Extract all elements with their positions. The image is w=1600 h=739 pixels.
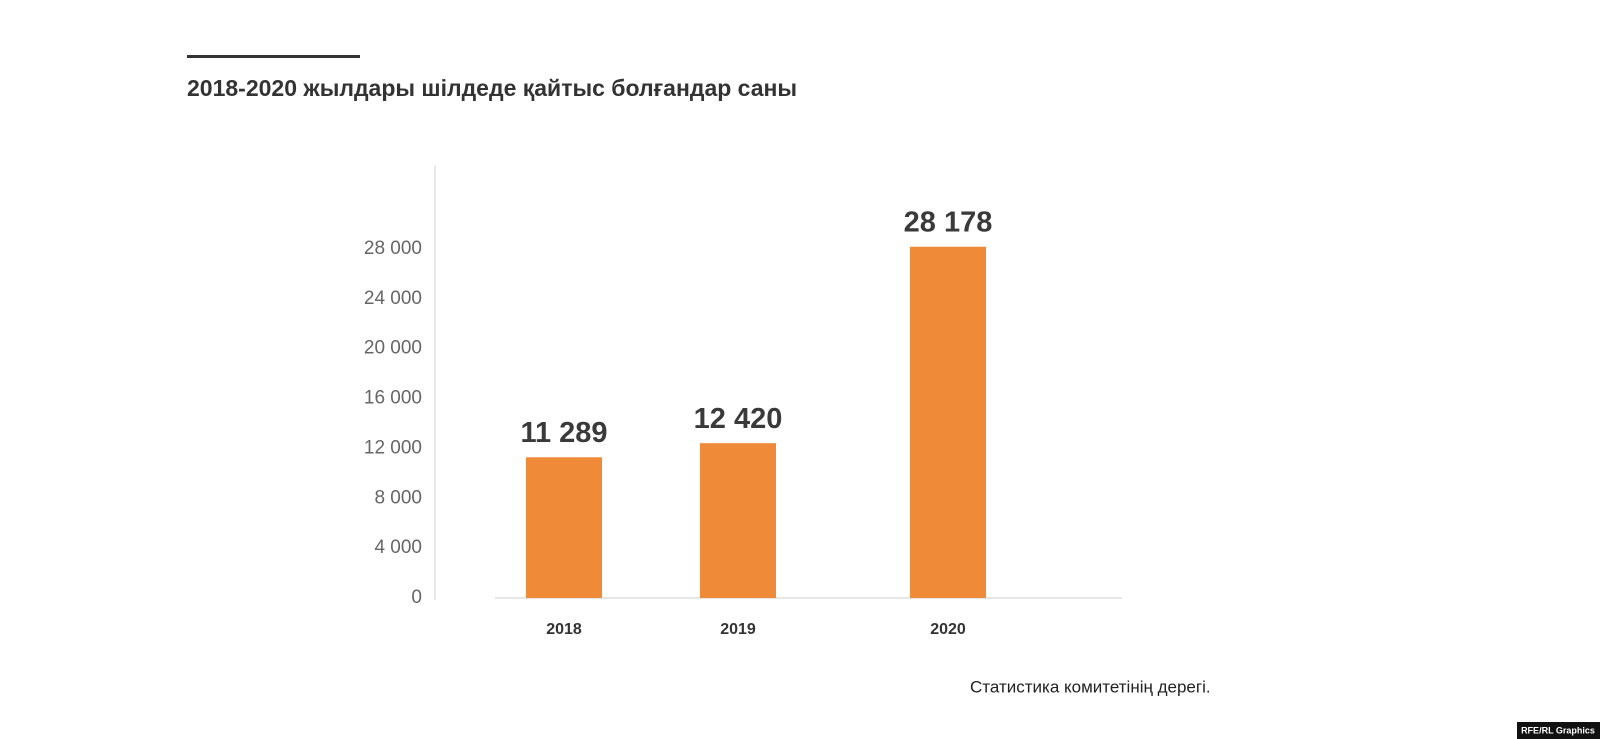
chart-title: 2018-2020 жылдары шілдеде қайтыс болғанд…	[187, 75, 797, 101]
bar	[700, 443, 776, 598]
y-tick-label: 28 000	[364, 238, 422, 259]
y-tick-label: 0	[411, 587, 422, 608]
credit-box	[1517, 722, 1600, 739]
y-tick-label: 16 000	[364, 388, 422, 409]
value-label: 12 420	[694, 403, 783, 435]
y-tick-label: 20 000	[364, 338, 422, 359]
x-tick-label: 2018	[546, 621, 582, 638]
value-label: 11 289	[520, 417, 607, 449]
x-tick-label: 2019	[720, 621, 756, 638]
x-tick-label: 2020	[930, 621, 966, 638]
y-tick-label: 24 000	[364, 288, 422, 309]
y-tick-label: 4 000	[374, 537, 422, 558]
credit: RFE/RL Graphics	[1521, 725, 1595, 735]
value-label: 28 178	[904, 206, 993, 238]
bar	[910, 246, 986, 599]
y-tick-label: 12 000	[364, 437, 422, 458]
bar	[526, 457, 602, 598]
title-rule	[187, 55, 360, 58]
source-note: Статистика комитетінің дерегі.	[970, 677, 1211, 696]
y-tick-label: 8 000	[374, 487, 422, 508]
